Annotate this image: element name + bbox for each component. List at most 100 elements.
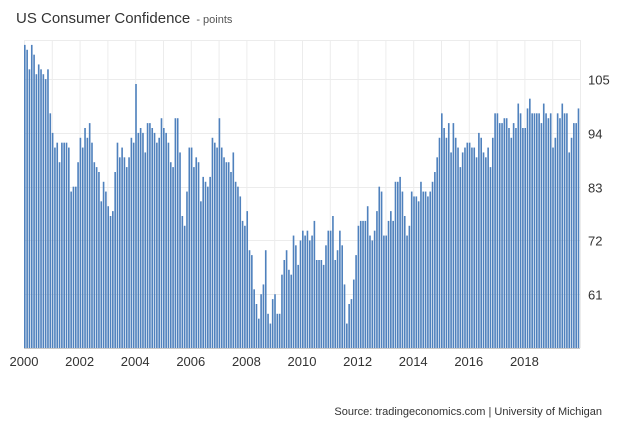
bar [464,147,466,348]
bar [396,181,399,348]
bar [401,191,404,348]
bar [128,157,130,348]
bar [167,142,170,348]
bar [160,118,163,348]
bar [452,123,455,348]
bar [417,201,420,348]
bar [420,181,422,348]
bar [42,74,45,348]
bar [107,206,110,348]
bar [438,137,441,348]
bar [281,274,283,348]
bar [40,69,42,348]
bar [473,147,476,348]
bar [415,196,418,348]
bar [190,147,193,348]
bar [510,137,513,348]
bar [529,98,531,348]
bar [174,118,177,348]
bar [341,245,343,348]
bar [35,74,38,348]
bar [299,240,302,348]
bar [95,167,98,348]
bar [496,113,499,348]
bar [508,128,510,348]
bar [547,118,550,348]
bar [408,225,411,348]
x-tick-label: 2010 [288,354,317,369]
y-tick-label: 61 [588,288,602,303]
chart-title-text: US Consumer Confidence [16,10,191,27]
bar [132,142,135,348]
bar [531,113,533,348]
bar [538,113,540,348]
bar [209,176,211,348]
bar [91,142,93,348]
bar [109,216,112,348]
bar [554,137,557,348]
bar [225,162,228,348]
bar [86,137,89,348]
bar [450,152,452,348]
bar [468,142,471,348]
bar [359,220,362,348]
bar [364,220,367,348]
bar [213,142,216,348]
bar [501,123,503,348]
bar [332,216,334,348]
bar [234,181,237,348]
bar [503,118,506,348]
bar [77,162,79,348]
bar [68,147,70,348]
bar [505,118,508,348]
bar [98,172,100,348]
bar [102,181,105,348]
bar [390,211,392,348]
bar [118,157,121,348]
bar [218,118,221,348]
bar [447,123,450,348]
bar [575,123,577,348]
bar [156,142,158,348]
bar [526,108,529,348]
bar [325,245,327,348]
bar [308,240,311,348]
bar [292,235,295,348]
x-tick-label: 2018 [510,354,539,369]
bar [311,235,313,348]
bar [315,260,318,348]
bar [74,186,77,348]
bar [387,220,390,348]
bar [297,264,299,348]
bar [471,147,473,348]
bar [142,132,144,348]
bar [498,123,501,348]
bar [100,201,103,348]
bar [431,181,434,348]
bar [183,225,186,348]
bar [343,284,346,348]
x-tick-label: 2002 [65,354,94,369]
bar [424,191,427,348]
bar [24,44,26,348]
bar [487,147,489,348]
bar [380,191,383,348]
bar [385,235,388,348]
bar [552,147,554,348]
bar [362,220,364,348]
bar [392,220,394,348]
bar [146,123,149,348]
bar [63,142,65,348]
bar [195,157,198,348]
bar [54,147,56,348]
bar [288,269,290,348]
bar [135,84,137,348]
bar [318,260,320,348]
bar [246,211,249,348]
bar [44,79,47,349]
bar [65,142,68,348]
bar [339,230,341,348]
bar [383,235,385,348]
bar [188,147,191,348]
